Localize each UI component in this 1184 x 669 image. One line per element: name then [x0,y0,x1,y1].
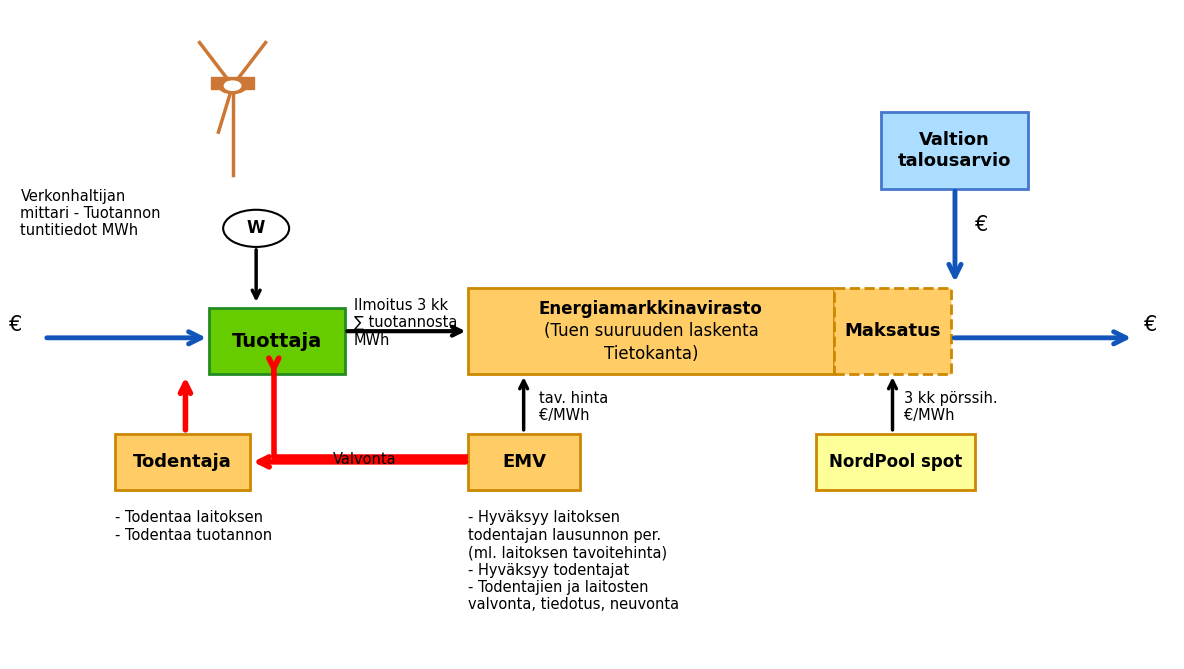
Circle shape [224,81,240,90]
Text: Tuottaja: Tuottaja [232,332,322,351]
Text: EMV: EMV [502,453,546,471]
Text: Verkonhaltijan
mittari - Tuotannon
tuntitiedot MWh: Verkonhaltijan mittari - Tuotannon tunti… [20,189,161,238]
Text: 3 kk pörssih.
€/MWh: 3 kk pörssih. €/MWh [905,391,998,423]
Text: NordPool spot: NordPool spot [829,453,963,471]
Text: Maksatus: Maksatus [844,322,941,340]
FancyBboxPatch shape [881,112,1028,189]
FancyBboxPatch shape [212,77,253,89]
Text: €: € [8,314,22,334]
Text: €: € [974,215,989,235]
FancyBboxPatch shape [468,288,834,375]
Text: (Tuen suuruuden laskenta: (Tuen suuruuden laskenta [543,322,758,340]
Text: Valvonta: Valvonta [333,452,397,467]
Circle shape [223,210,289,247]
Text: - Todentaa laitoksen
- Todentaa tuotannon: - Todentaa laitoksen - Todentaa tuotanno… [115,510,272,543]
Text: Tietokanta): Tietokanta) [604,345,699,363]
Text: Todentaja: Todentaja [133,453,232,471]
Text: €: € [1144,314,1157,334]
Text: Valtion
talousarvio: Valtion talousarvio [897,131,1011,170]
Text: - Hyväksyy laitoksen
todentajan lausunnon per.
(ml. laitoksen tavoitehinta)
- Hy: - Hyväksyy laitoksen todentajan lausunno… [468,510,680,612]
FancyBboxPatch shape [834,288,952,375]
Text: W: W [247,219,265,237]
Text: Ilmoitus 3 kk
∑ tuotannosta
MWh: Ilmoitus 3 kk ∑ tuotannosta MWh [354,298,457,348]
Text: tav. hinta
€/MWh: tav. hinta €/MWh [539,391,609,423]
FancyBboxPatch shape [115,434,250,490]
Text: Energiamarkkinavirasto: Energiamarkkinavirasto [539,300,762,318]
Circle shape [218,78,246,94]
FancyBboxPatch shape [468,434,580,490]
FancyBboxPatch shape [210,308,345,375]
FancyBboxPatch shape [816,434,974,490]
